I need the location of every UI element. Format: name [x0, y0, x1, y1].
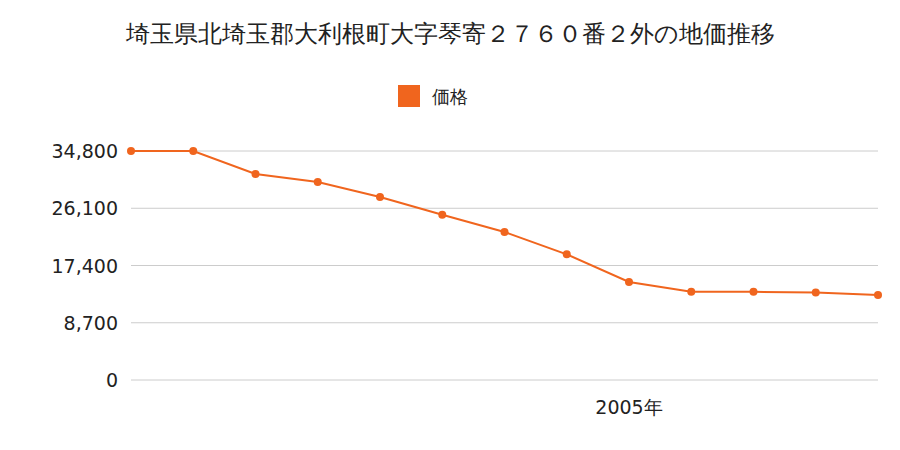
x-tick-label: 2005年: [595, 396, 662, 418]
marker: [687, 288, 695, 296]
grid-line: [131, 380, 878, 381]
grid-line: [131, 208, 878, 209]
y-tick-label: 0: [106, 369, 118, 391]
marker: [376, 193, 384, 201]
legend-swatch: [398, 85, 420, 107]
marker: [127, 147, 135, 155]
marker: [438, 211, 446, 219]
marker: [874, 291, 882, 299]
marker: [252, 170, 260, 178]
grid-line: [131, 151, 878, 152]
y-tick-label: 17,400: [52, 255, 118, 277]
legend-label: 価格: [432, 86, 468, 107]
marker: [314, 178, 322, 186]
y-tick-label: 26,100: [52, 197, 118, 219]
plot-area: [127, 147, 882, 299]
title: 埼玉県北埼玉郡大利根町大字琴寄２７６０番２外の地価推移: [125, 20, 775, 48]
line: [131, 151, 878, 295]
grid-line: [131, 265, 878, 266]
marker: [501, 228, 509, 236]
y-tick-label: 8,700: [64, 312, 118, 334]
marker: [750, 288, 758, 296]
grid-line: [131, 322, 878, 323]
marker: [812, 288, 820, 296]
marker: [189, 147, 197, 155]
marker: [625, 278, 633, 286]
marker: [563, 250, 571, 258]
y-tick-label: 34,800: [52, 140, 118, 162]
